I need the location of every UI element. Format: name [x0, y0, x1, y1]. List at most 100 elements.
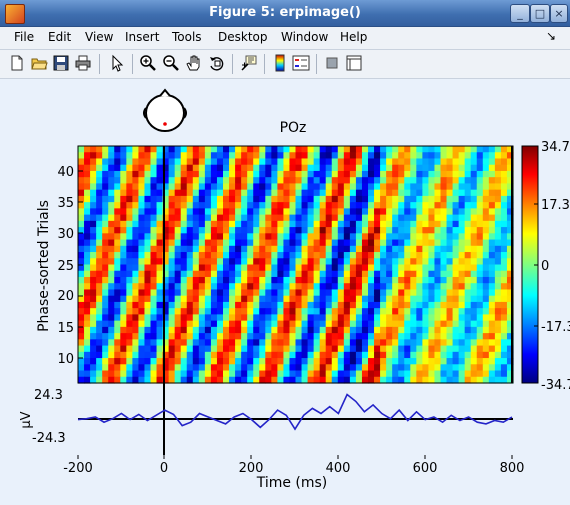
- heatmap-cell: [198, 152, 206, 160]
- heatmap-cell: [464, 177, 472, 185]
- close-button[interactable]: ×: [550, 4, 568, 23]
- heatmap-cell: [253, 301, 260, 309]
- menu-help[interactable]: Help: [340, 30, 368, 44]
- heatmap-cell: [277, 364, 285, 372]
- heatmap-cell: [235, 264, 242, 272]
- show-plot-tools-icon[interactable]: [345, 54, 363, 72]
- heatmap-cell: [422, 333, 430, 340]
- menu-file[interactable]: File: [14, 30, 35, 44]
- heatmap-cell: [307, 264, 315, 272]
- data-cursor-icon[interactable]: [240, 54, 258, 72]
- heatmap-cell: [216, 189, 224, 197]
- heatmap-cell: [416, 233, 423, 241]
- erp-trace-axes[interactable]: [77, 383, 513, 455]
- heatmap-cell: [313, 164, 321, 172]
- maximize-button[interactable]: □: [530, 4, 550, 23]
- heatmap-cell: [295, 189, 303, 197]
- heatmap-cell: [464, 233, 472, 241]
- heatmap-cell: [198, 333, 206, 340]
- heatmap-cell: [138, 214, 146, 222]
- heatmap-cell: [494, 239, 502, 247]
- heatmap-cell: [398, 301, 405, 309]
- heatmap-cell: [162, 220, 170, 228]
- pan-hand-icon[interactable]: [185, 54, 203, 72]
- menu-window[interactable]: Window: [281, 30, 329, 44]
- zoom-out-icon[interactable]: [162, 54, 180, 72]
- heatmap-cell: [102, 146, 109, 153]
- heatmap-cell: [283, 252, 291, 259]
- new-figure-icon[interactable]: [8, 54, 26, 72]
- heatmap-cell: [500, 370, 508, 378]
- heatmap-cell: [162, 270, 170, 278]
- erp-image-heatmap[interactable]: [78, 146, 514, 384]
- heatmap-cell: [90, 152, 97, 160]
- heatmap-cell: [361, 195, 369, 203]
- heatmap-cell: [180, 158, 188, 166]
- heatmap-cell: [84, 177, 91, 185]
- heatmap-cell: [349, 295, 357, 303]
- heatmap-cell: [271, 146, 278, 153]
- heatmap-cell: [168, 233, 176, 241]
- heatmap-cell: [325, 370, 333, 378]
- heatmap-cell: [422, 320, 430, 328]
- menu-insert[interactable]: Insert: [125, 30, 160, 44]
- heatmap-cell: [253, 295, 260, 303]
- heatmap-cell: [361, 320, 369, 328]
- erp-average-trace[interactable]: [77, 393, 513, 431]
- heatmap-cell: [331, 195, 339, 203]
- heatmap-cell: [482, 339, 490, 347]
- open-file-icon[interactable]: [30, 54, 48, 72]
- heatmap-cell: [265, 364, 272, 372]
- heatmap-cell: [229, 152, 236, 160]
- heatmap-cell: [476, 301, 484, 309]
- heatmap-cell: [289, 326, 297, 334]
- heatmap-cell: [313, 283, 321, 291]
- print-icon[interactable]: [74, 54, 92, 72]
- heatmap-cell: [132, 364, 140, 372]
- heatmap-cell: [434, 358, 442, 365]
- heatmap-cell: [331, 320, 339, 328]
- menu-view[interactable]: View: [85, 30, 114, 44]
- heatmap-cell: [277, 314, 285, 322]
- heatmap-cell: [259, 283, 266, 291]
- colorbar-icon[interactable]: [271, 54, 289, 72]
- menu-tools[interactable]: Tools: [172, 30, 202, 44]
- heatmap-cell: [192, 195, 200, 203]
- heatmap-cell: [355, 189, 363, 197]
- heatmap-cell: [428, 351, 436, 359]
- legend-icon[interactable]: [292, 54, 310, 72]
- heatmap-cell: [253, 152, 260, 160]
- heatmap-cell: [126, 333, 133, 340]
- heatmap-cell: [416, 146, 423, 153]
- heatmap-cell: [283, 152, 291, 160]
- edit-plot-arrow-icon[interactable]: [108, 54, 126, 72]
- heatmap-cell: [235, 295, 242, 303]
- menu-desktop[interactable]: Desktop: [218, 30, 268, 44]
- heatmap-cell: [216, 183, 224, 191]
- heatmap-cell: [204, 301, 212, 309]
- heatmap-cell: [271, 345, 278, 353]
- heatmap-cell: [271, 233, 278, 241]
- heatmap-cell: [452, 177, 460, 185]
- heatmap-cell: [380, 239, 387, 247]
- heatmap-cell: [482, 164, 490, 172]
- heatmap-cell: [210, 220, 218, 228]
- minimize-button[interactable]: _: [510, 4, 530, 23]
- heatmap-cell: [307, 183, 315, 191]
- heatmap-cell: [392, 358, 399, 365]
- rotate-3d-icon[interactable]: [208, 54, 226, 72]
- dock-figure-icon[interactable]: ↘: [545, 29, 556, 43]
- heatmap-cell: [506, 245, 514, 253]
- heatmap-cell: [150, 364, 158, 372]
- heatmap-cell: [162, 170, 170, 178]
- heatmap-cell: [168, 270, 176, 278]
- heatmap-cell: [416, 177, 423, 185]
- heatmap-cell: [380, 270, 387, 278]
- hide-plot-tools-icon[interactable]: [323, 54, 341, 72]
- save-icon[interactable]: [52, 54, 70, 72]
- matlab-app-icon[interactable]: [5, 4, 25, 24]
- heatmap-cell: [223, 183, 230, 191]
- menu-edit[interactable]: Edit: [48, 30, 72, 44]
- heatmap-cell: [283, 308, 291, 315]
- zoom-in-icon[interactable]: [139, 54, 157, 72]
